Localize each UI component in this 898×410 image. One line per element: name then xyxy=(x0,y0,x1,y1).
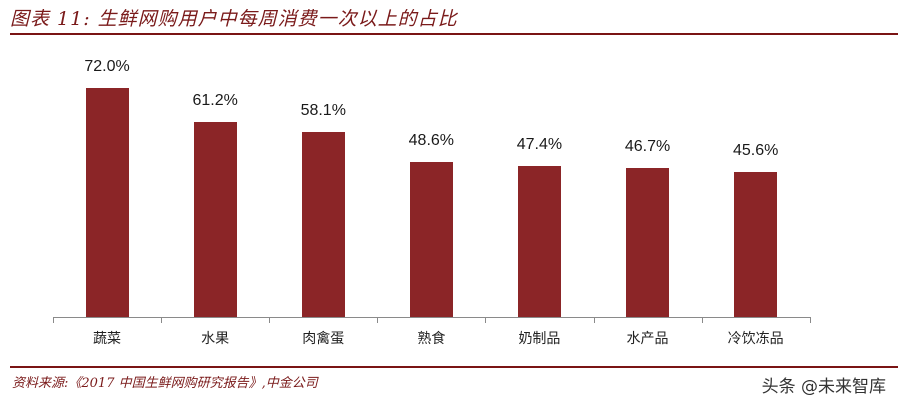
title-divider xyxy=(10,33,898,35)
bar xyxy=(193,122,237,317)
x-axis-tick xyxy=(593,317,595,323)
x-axis-tick xyxy=(269,317,271,323)
bar xyxy=(517,166,561,317)
x-axis-tick xyxy=(377,317,379,323)
category-label: 熟食 xyxy=(417,331,446,347)
bar xyxy=(409,162,453,317)
bar xyxy=(85,88,129,317)
footer-divider xyxy=(10,366,898,368)
x-axis-line xyxy=(53,317,810,318)
data-label: 47.4% xyxy=(516,136,563,154)
watermark: 头条 @未来智库 xyxy=(761,377,886,397)
data-label: 46.7% xyxy=(624,138,671,156)
data-label: 48.6% xyxy=(408,132,455,150)
category-label: 奶制品 xyxy=(518,331,561,347)
category-label: 水产品 xyxy=(626,331,669,347)
x-axis-tick xyxy=(161,317,163,323)
category-label: 冷饮冻品 xyxy=(727,331,784,347)
bar xyxy=(734,171,778,317)
bar xyxy=(626,168,670,317)
data-label: 58.1% xyxy=(300,102,346,120)
category-label: 蔬菜 xyxy=(93,331,122,347)
data-label: 61.2% xyxy=(192,92,238,110)
x-axis-tick xyxy=(485,317,487,323)
x-axis-tick xyxy=(701,317,703,323)
category-label: 水果 xyxy=(201,331,230,347)
x-axis-tick xyxy=(809,317,811,323)
x-axis-tick xyxy=(53,317,54,323)
chart-title: 图表 11: 生鲜网购用户中每周消费一次以上的占比 xyxy=(10,8,458,30)
data-label: 72.0% xyxy=(84,58,130,75)
bar xyxy=(301,132,345,317)
category-label: 肉禽蛋 xyxy=(302,331,345,347)
source-note: 资料来源:《2017 中国生鲜网购研究报告》,中金公司 xyxy=(12,376,318,391)
data-label: 45.6% xyxy=(732,141,779,159)
